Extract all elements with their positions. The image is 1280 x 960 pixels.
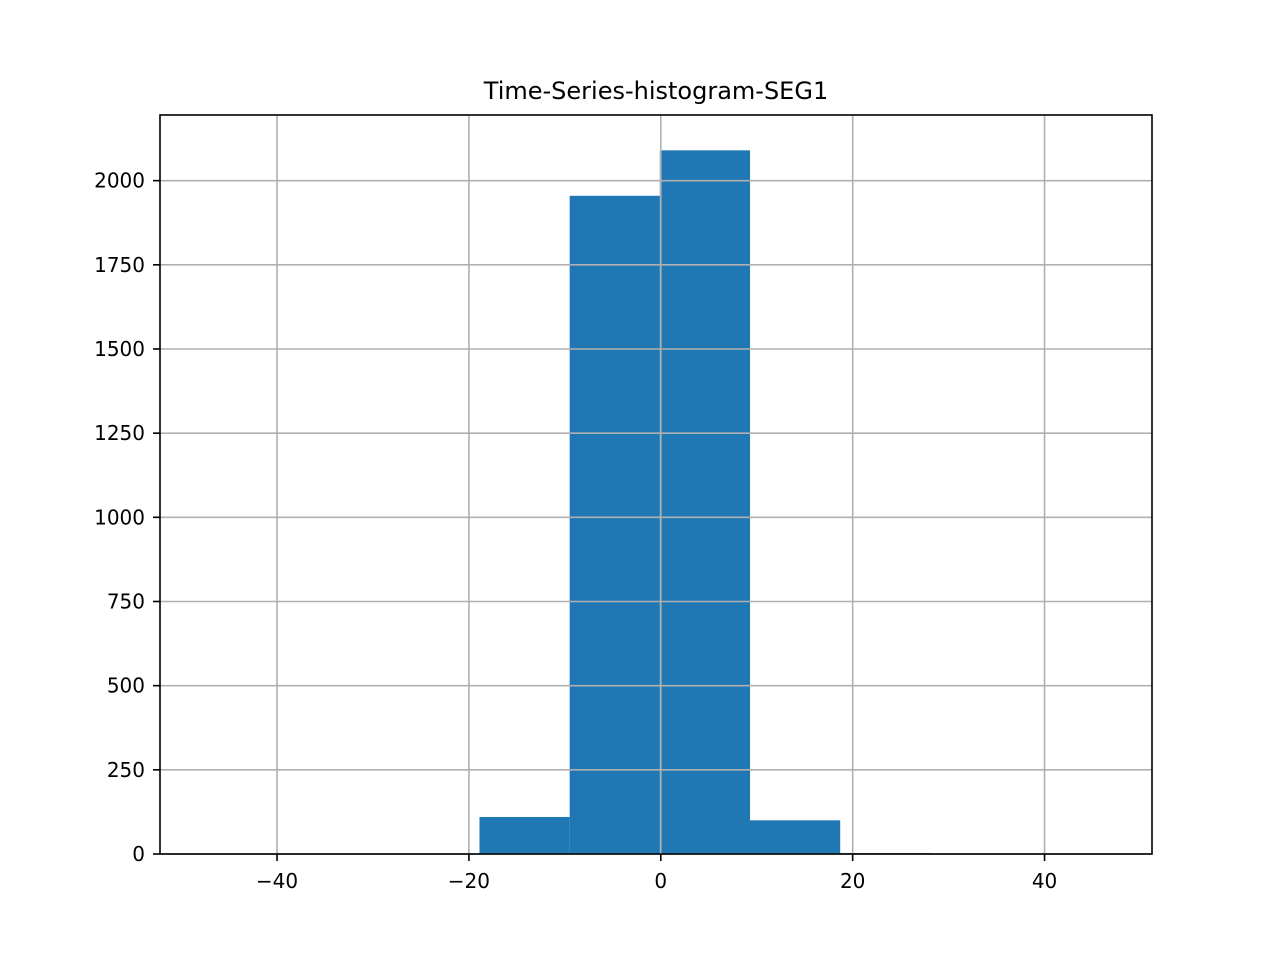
y-tick-label: 0 bbox=[132, 842, 145, 866]
chart-title: Time-Series-histogram-SEG1 bbox=[483, 77, 828, 105]
histogram-bar bbox=[479, 816, 570, 854]
y-axis-ticks: 0 250 500 750 1000 1250 1500 1750 2000 bbox=[94, 169, 160, 866]
axes-frame bbox=[159, 114, 1153, 855]
x-axis-ticks: −40 −20 0 20 40 bbox=[256, 854, 1057, 893]
x-tick-label: 0 bbox=[654, 869, 667, 893]
x-tick-label: 20 bbox=[840, 869, 865, 893]
histogram-bar bbox=[659, 150, 751, 855]
y-tick-label: 500 bbox=[107, 674, 145, 698]
y-tick-label: 250 bbox=[107, 758, 145, 782]
histogram-bar bbox=[750, 820, 841, 854]
x-tick-label: 40 bbox=[1032, 869, 1057, 893]
bars-layer bbox=[479, 150, 1111, 855]
y-tick-label: 750 bbox=[107, 589, 145, 613]
y-tick-label: 2000 bbox=[94, 169, 145, 193]
y-tick-label: 1000 bbox=[94, 505, 145, 529]
y-tick-label: 1750 bbox=[94, 253, 145, 277]
x-tick-label: −20 bbox=[448, 869, 490, 893]
histogram-bar bbox=[569, 195, 660, 855]
x-tick-label: −40 bbox=[256, 869, 298, 893]
y-tick-label: 1500 bbox=[94, 337, 145, 361]
y-tick-label: 1250 bbox=[94, 421, 145, 445]
